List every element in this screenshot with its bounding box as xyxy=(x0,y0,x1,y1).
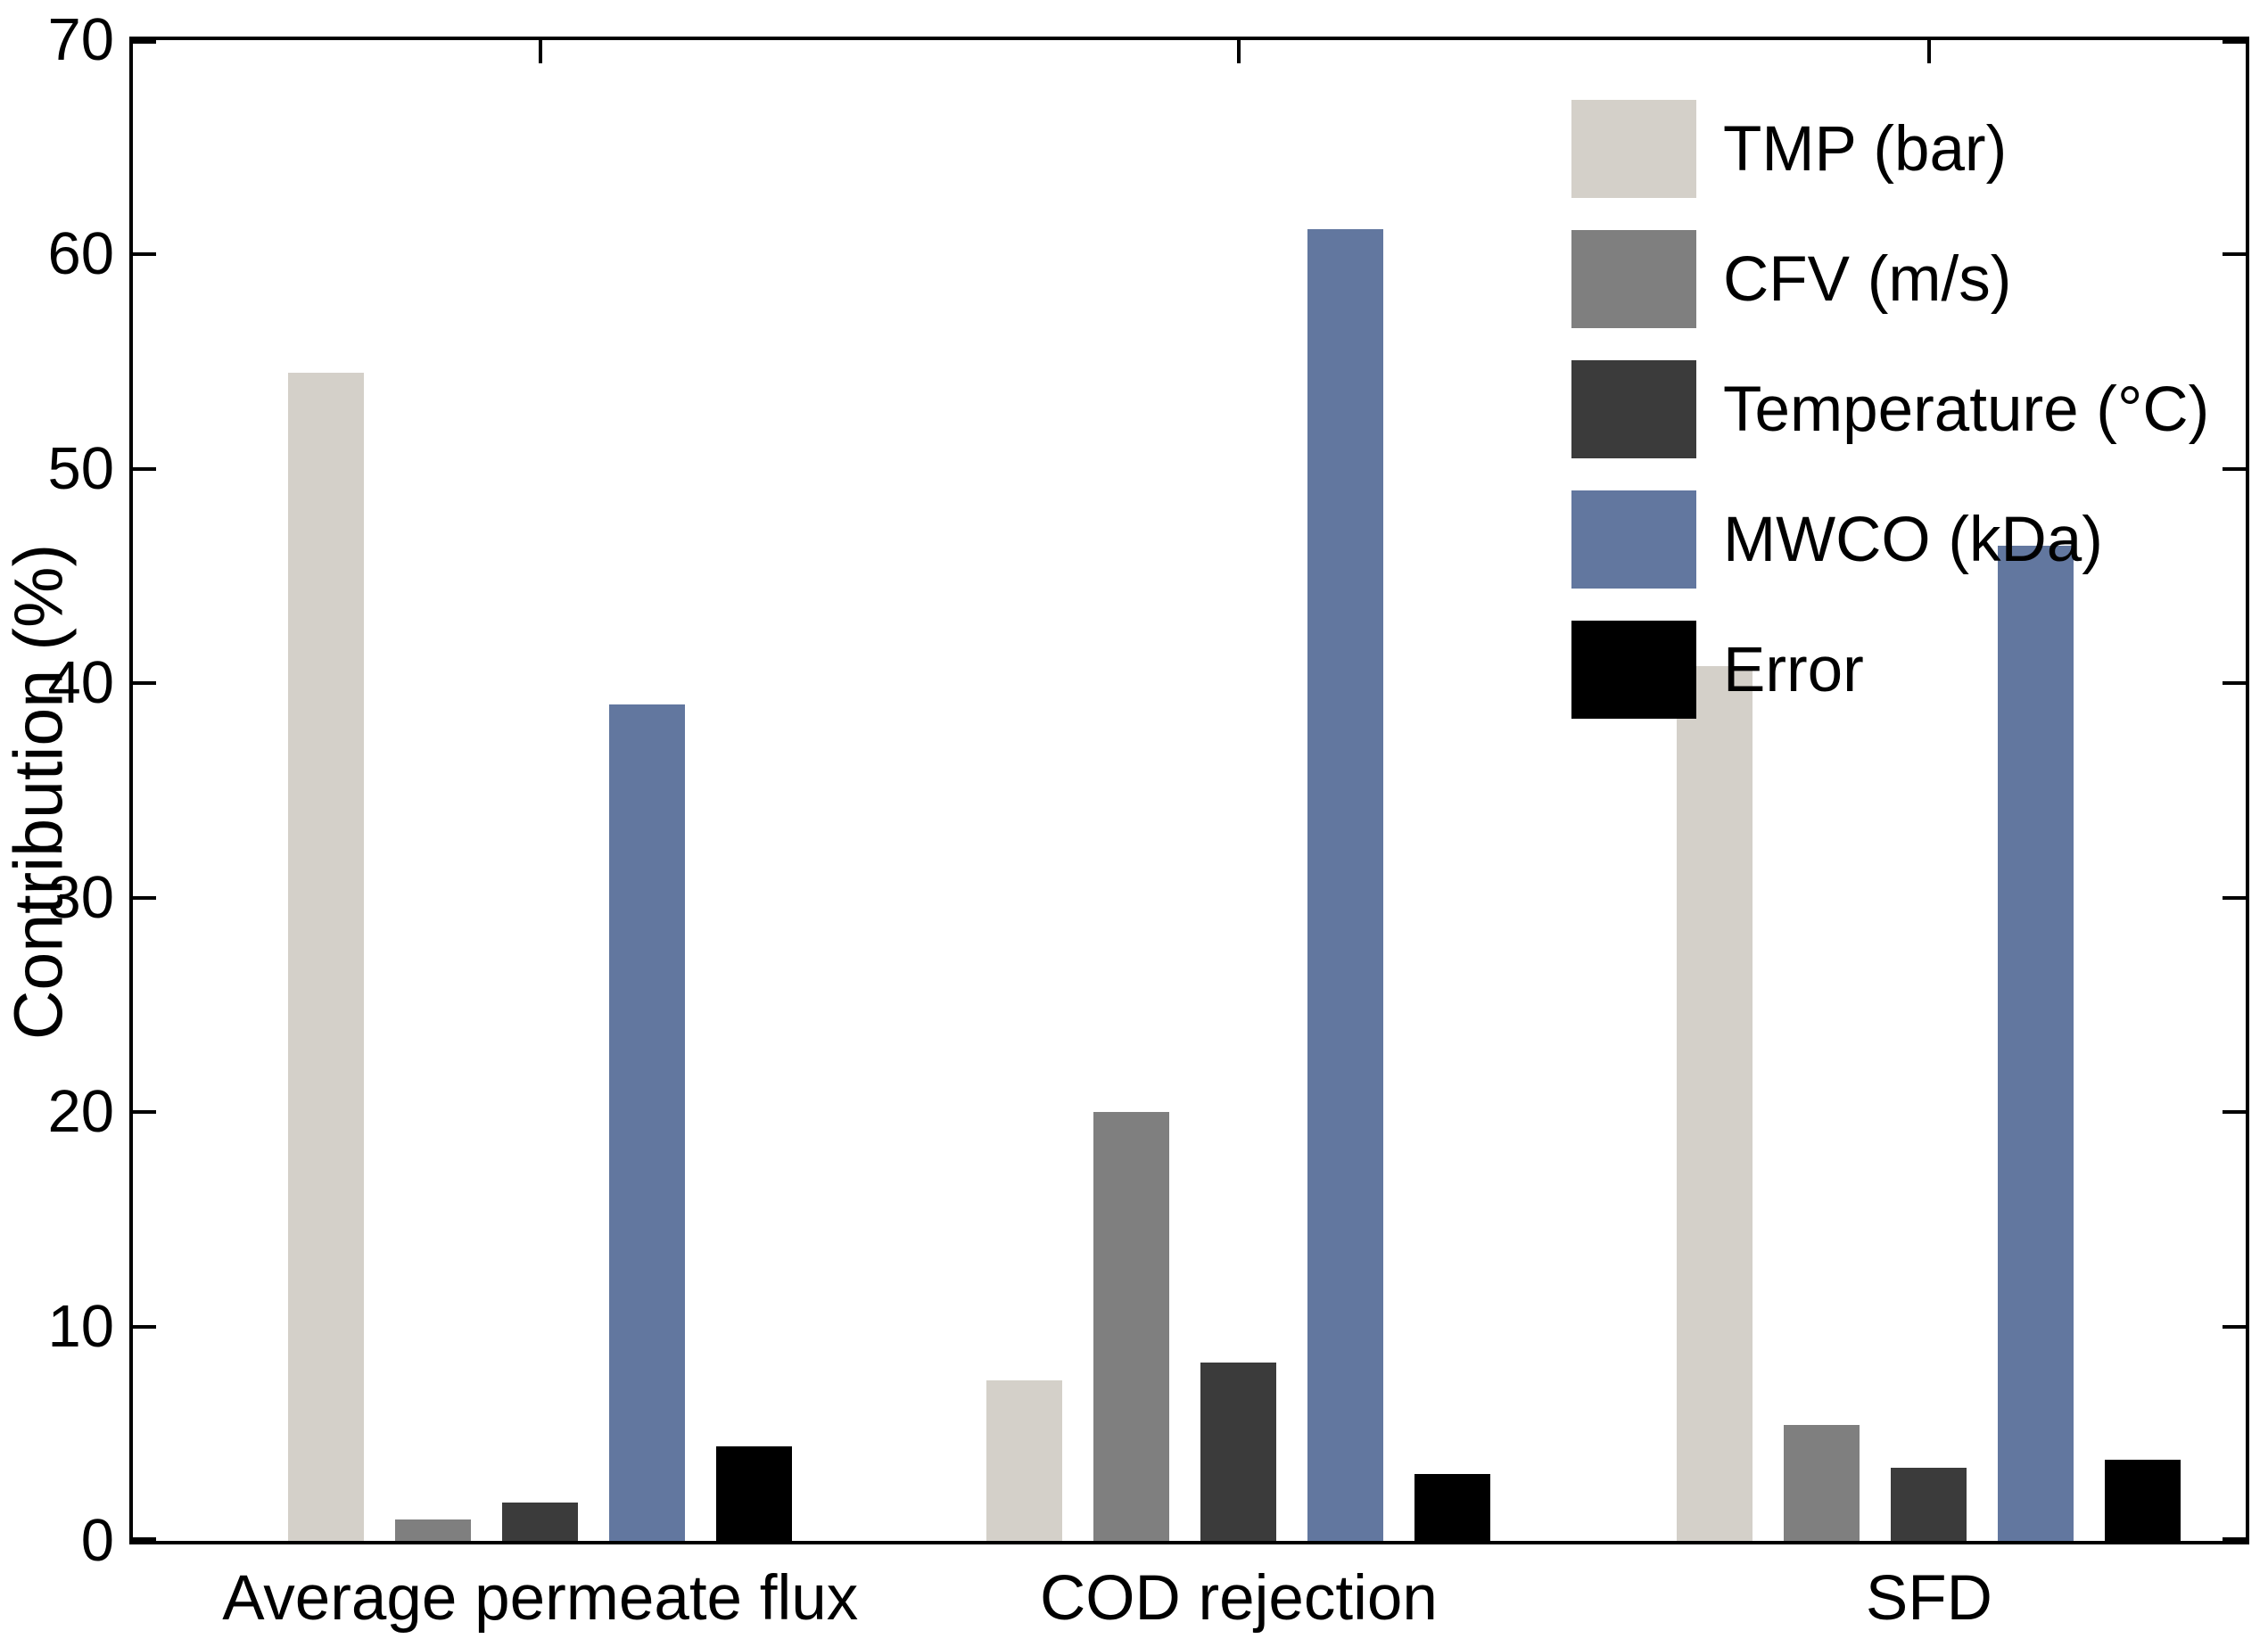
legend-swatch xyxy=(1571,230,1696,328)
y-tick-mark-left xyxy=(133,895,156,900)
legend-entry: TMP (bar) xyxy=(1571,100,2209,198)
y-tick-mark-right xyxy=(2223,1110,2246,1115)
y-tick-mark-left xyxy=(133,252,156,257)
y-tick-label: 20 xyxy=(47,1078,114,1146)
y-tick-label: 50 xyxy=(47,434,114,502)
y-tick-label: 40 xyxy=(47,649,114,717)
legend-label: CFV (m/s) xyxy=(1723,243,2012,315)
legend-swatch xyxy=(1571,621,1696,719)
y-tick-mark-left xyxy=(133,40,156,44)
bar xyxy=(609,704,686,1541)
bar xyxy=(1784,1425,1860,1541)
legend-entry: Error xyxy=(1571,621,2209,719)
legend-label: Error xyxy=(1723,634,1864,705)
y-tick-mark-right xyxy=(2223,1537,2246,1541)
y-tick-mark-right xyxy=(2223,1324,2246,1329)
y-tick-mark-left xyxy=(133,1324,156,1329)
y-tick-mark-right xyxy=(2223,40,2246,44)
bar xyxy=(2105,1459,2181,1541)
y-tick-mark-right xyxy=(2223,252,2246,257)
y-tick-label: 30 xyxy=(47,863,114,931)
bar xyxy=(1200,1363,1277,1541)
bar xyxy=(1414,1474,1491,1541)
bar xyxy=(502,1502,579,1541)
legend-label: MWCO (kDa) xyxy=(1723,504,2103,575)
legend-swatch xyxy=(1571,100,1696,198)
bar xyxy=(1891,1468,1967,1541)
y-tick-mark-right xyxy=(2223,681,2246,686)
x-tick-mark-top xyxy=(538,40,542,63)
bar xyxy=(986,1379,1063,1541)
x-tick-mark-top xyxy=(1926,40,1931,63)
bar xyxy=(716,1446,793,1541)
bar xyxy=(1998,546,2074,1541)
y-axis-label: Contribution (%) xyxy=(0,543,78,1041)
legend-entry: CFV (m/s) xyxy=(1571,230,2209,328)
legend-label: TMP (bar) xyxy=(1723,113,2008,185)
y-tick-mark-right xyxy=(2223,895,2246,900)
x-category-label: Average permeate flux xyxy=(222,1563,859,1634)
legend-swatch xyxy=(1571,360,1696,458)
y-tick-mark-left xyxy=(133,681,156,686)
x-category-label: COD rejection xyxy=(1039,1563,1438,1634)
y-tick-label: 70 xyxy=(47,6,114,73)
legend-label: Temperature (°C) xyxy=(1723,374,2210,445)
y-tick-mark-left xyxy=(133,466,156,471)
y-tick-label: 0 xyxy=(80,1507,114,1574)
y-tick-mark-left xyxy=(133,1110,156,1115)
bar xyxy=(1307,228,1384,1541)
bar xyxy=(1093,1112,1170,1541)
x-tick-mark-top xyxy=(1236,40,1241,63)
y-tick-label: 60 xyxy=(47,220,114,288)
y-tick-mark-right xyxy=(2223,466,2246,471)
legend-entry: MWCO (kDa) xyxy=(1571,490,2209,589)
bar xyxy=(1677,666,1753,1541)
plot-area xyxy=(129,37,2249,1544)
legend: TMP (bar) CFV (m/s) Temperature (°C) MWCO (… xyxy=(1571,100,2209,719)
legend-entry: Temperature (°C) xyxy=(1571,360,2209,458)
y-tick-mark-left xyxy=(133,1537,156,1541)
x-category-label: SFD xyxy=(1865,1563,1992,1634)
legend-swatch xyxy=(1571,490,1696,589)
bar xyxy=(288,372,365,1541)
bar xyxy=(395,1519,472,1541)
y-tick-label: 10 xyxy=(47,1292,114,1360)
